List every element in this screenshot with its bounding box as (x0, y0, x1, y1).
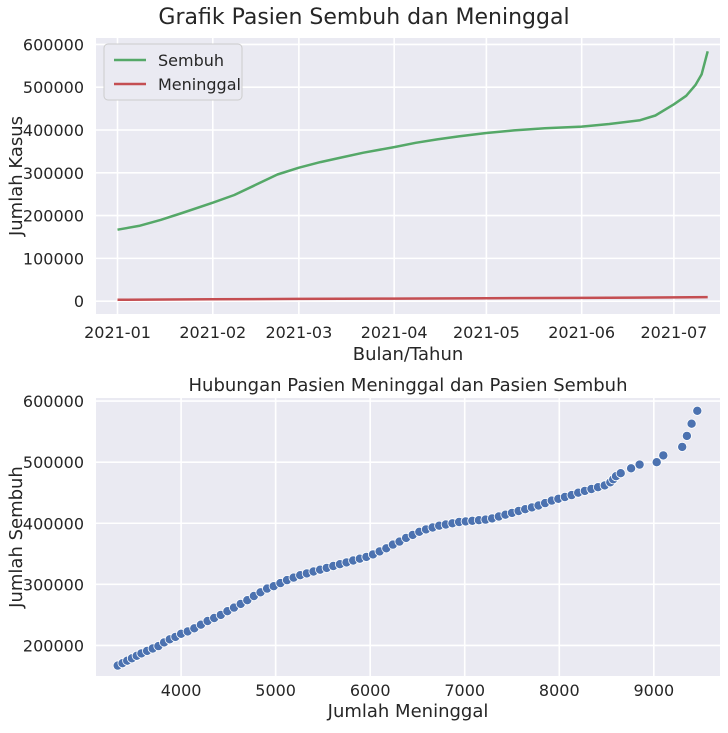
scatter-point (626, 463, 637, 474)
scatter-point (615, 468, 626, 479)
scatter-point (692, 405, 703, 416)
chart-2-x-tick-label: 4000 (161, 681, 202, 700)
chart-1-y-tick-label: 300000 (23, 164, 84, 183)
chart-1-x-tick-label: 2021-07 (640, 323, 707, 342)
chart-1-y-tick-label: 100000 (23, 249, 84, 268)
chart-2-x-ticks: 4000 5000 6000 7000 8000 9000 (161, 681, 674, 700)
chart-1-x-ticks: 2021-01 2021-02 2021-03 2021-04 2021-05 2021-… (84, 323, 707, 342)
chart-1-x-tick-label: 2021-05 (453, 323, 520, 342)
chart-1-x-label: Bulan/Tahun (353, 344, 464, 365)
chart-1-y-ticks: 0 100000 200000 300000 400000 500000 600000 (23, 35, 84, 311)
scatter-point (681, 430, 692, 441)
chart-2-points (112, 405, 703, 671)
legend-label-meninggal: Meninggal (158, 75, 241, 94)
chart-1-x-tick-label: 2021-02 (179, 323, 246, 342)
scatter-point (686, 418, 697, 429)
chart-1-grid (96, 38, 720, 314)
chart-1-x-tick-label: 2021-06 (548, 323, 615, 342)
scatter-point (677, 441, 688, 452)
chart-2-y-tick-label: 500000 (23, 453, 84, 472)
chart-1-x-tick-label: 2021-03 (265, 323, 332, 342)
chart-2-x-tick-label: 9000 (633, 681, 674, 700)
chart-1-legend: Sembuh Meninggal (103, 43, 243, 101)
chart-1-y-tick-label: 600000 (23, 35, 84, 54)
chart-2-y-tick-label: 400000 (23, 514, 84, 533)
chart-2-x-tick-label: 5000 (255, 681, 296, 700)
chart-2-y-tick-label: 600000 (23, 392, 84, 411)
chart-2-x-tick-label: 8000 (539, 681, 580, 700)
chart-2-title: Hubungan Pasien Meninggal dan Pasien Sem… (189, 375, 628, 396)
chart-1-y-tick-label: 400000 (23, 121, 84, 140)
chart-2-y-label: Jumlah Sembuh (6, 466, 27, 609)
scatter-point (658, 450, 669, 461)
chart-1-y-tick-label: 500000 (23, 78, 84, 97)
chart-1-y-tick-label: 0 (74, 292, 84, 311)
chart-2-y-ticks: 200000 300000 400000 500000 600000 (23, 392, 84, 655)
chart-1: 2021-01 2021-02 2021-03 2021-04 2021-05 2021-… (6, 35, 720, 365)
chart-2-y-tick-label: 300000 (23, 575, 84, 594)
chart-2: Hubungan Pasien Meninggal dan Pasien Sem… (6, 375, 720, 722)
scatter-point (634, 459, 645, 470)
chart-2-x-label: Jumlah Meninggal (327, 701, 489, 722)
legend-box (103, 43, 243, 101)
chart-1-y-tick-label: 200000 (23, 207, 84, 226)
chart-1-series (117, 50, 709, 302)
series-line-meninggal (117, 295, 708, 302)
legend-label-sembuh: Sembuh (158, 51, 224, 70)
chart-1-y-label: Jumlah Kasus (6, 116, 27, 237)
chart-2-y-tick-label: 200000 (23, 636, 84, 655)
chart-2-grid (96, 398, 720, 676)
scatter-point (651, 457, 662, 468)
chart-2-x-tick-label: 6000 (350, 681, 391, 700)
chart-1-x-tick-label: 2021-04 (361, 323, 428, 342)
series-line-sembuh (117, 50, 709, 231)
chart-2-x-tick-label: 7000 (444, 681, 485, 700)
chart-1-x-tick-label: 2021-01 (84, 323, 151, 342)
figure-title: Grafik Pasien Sembuh dan Meninggal (158, 5, 569, 30)
